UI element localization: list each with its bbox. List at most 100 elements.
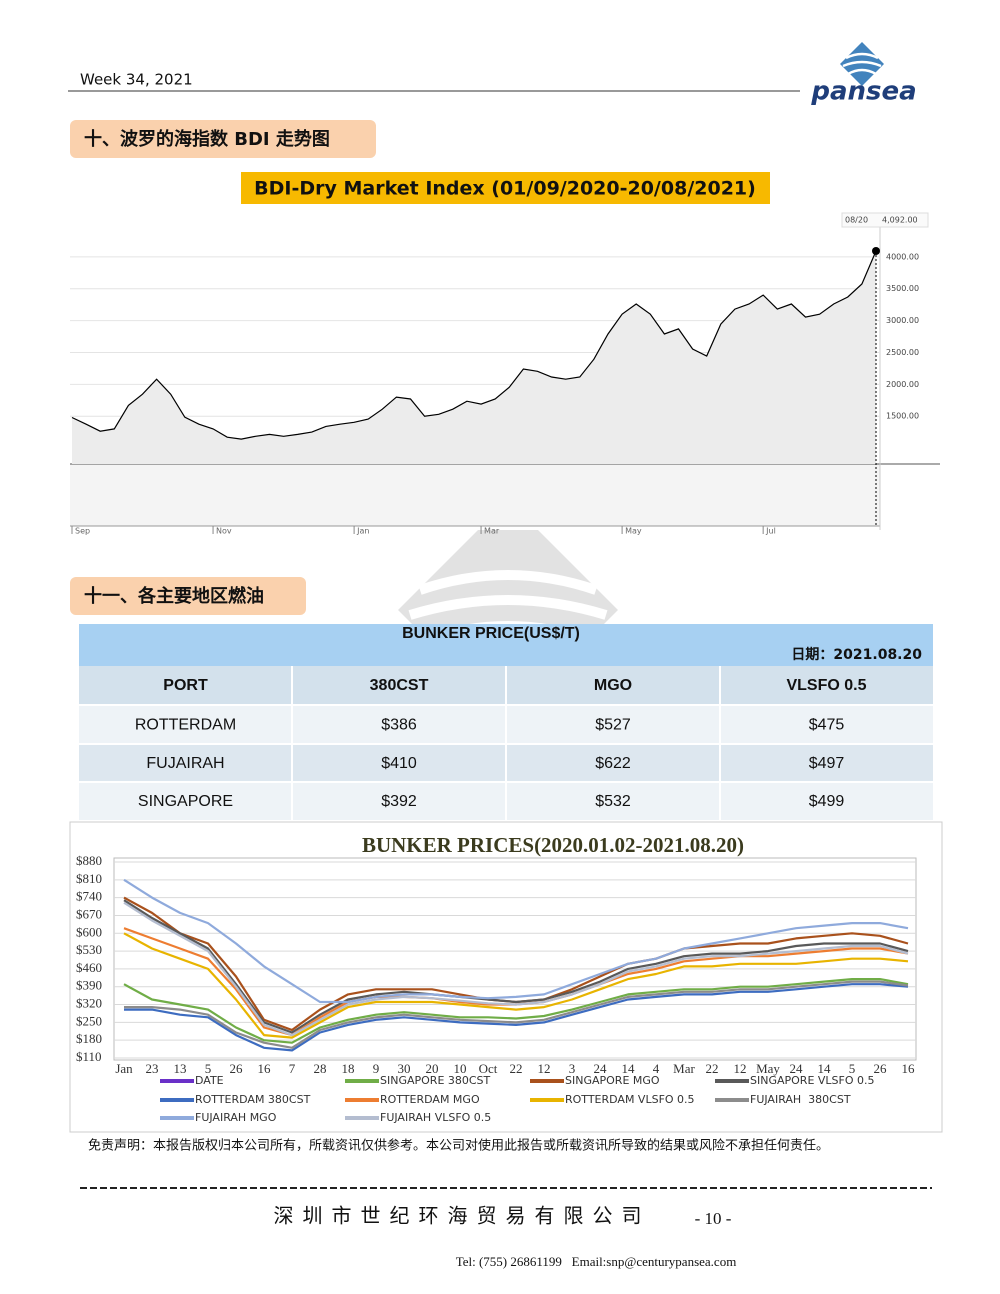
y-tick-label: $530 (76, 942, 102, 957)
table-cell: $622 (595, 755, 631, 772)
lower-panel (70, 464, 880, 526)
y-tick-label: $740 (76, 889, 102, 904)
series-line (123, 932, 909, 1039)
x-tick-label: 24 (790, 1061, 804, 1076)
end-value: 4,092.00 (882, 216, 918, 225)
x-tick-label: 18 (342, 1061, 355, 1076)
x-tick-label: 3 (569, 1061, 576, 1076)
area (72, 251, 876, 464)
x-tick-label: 22 (510, 1061, 523, 1076)
x-tick-label: 22 (706, 1061, 719, 1076)
disclaimer: 免责声明：本报告版权归本公司所有，所载资讯仅供参考。本公司对使用此报告或所载资讯… (88, 1138, 829, 1154)
table-cell: $386 (381, 717, 417, 734)
x-tick-label: 20 (426, 1061, 439, 1076)
series-line (123, 878, 909, 1004)
table-cell: $532 (595, 793, 631, 810)
bunker-chart: $110 $180 $250 $320 $390 $460 $530 $600 $670 $740… (76, 853, 917, 1124)
x-tick-label: Nov (216, 527, 232, 536)
x-tick-label: May (625, 527, 642, 536)
x-tick-label: Jan (115, 1061, 133, 1076)
table-cell: $499 (809, 793, 845, 810)
end-label-box (841, 212, 929, 228)
y-tick-label: $880 (76, 853, 102, 868)
logo-text: pansea (810, 77, 916, 107)
y-tick-label: 2500.00 (886, 348, 919, 357)
legend-label: ROTTERDAM VLSFO 0.5 (565, 1093, 695, 1106)
x-tick-label: 10 (454, 1061, 467, 1076)
x-tick-label: 13 (174, 1061, 187, 1076)
x-tick-label: 14 (818, 1061, 832, 1076)
contact: Tel: (755) 26861199 Email:snp@centurypan… (456, 1254, 737, 1269)
x-tick-label: 24 (594, 1061, 608, 1076)
end-date: 08/20 (845, 216, 868, 225)
x-tick-label: 12 (538, 1061, 551, 1076)
section-title: 十一、各主要地区燃油 (84, 585, 264, 607)
x-tick-label: May (756, 1061, 780, 1076)
section-box (70, 577, 306, 615)
series-line (124, 983, 909, 1052)
legend-label: SINGAPORE VLSFO 0.5 (750, 1074, 875, 1087)
chart-title: BDI-Dry Market Index (01/09/2020-20/08/2… (254, 178, 756, 200)
x-tick-label: 4 (653, 1061, 660, 1076)
x-tick-label: Oct (479, 1061, 498, 1076)
legend-label: FUJAIRAH 380CST (750, 1093, 851, 1106)
column-header: MGO (594, 677, 632, 694)
legend-label: DATE (195, 1074, 224, 1087)
x-tick-label: 30 (398, 1061, 411, 1076)
legend-label: ROTTERDAM 380CST (195, 1093, 311, 1106)
y-tick-label: $810 (76, 871, 102, 886)
x-tick-label: 5 (205, 1061, 212, 1076)
chart-title-box (241, 172, 770, 204)
y-tick-label: $250 (76, 1013, 102, 1028)
table-date: 日期：2021.08.20 (791, 647, 922, 663)
column-header: 380CST (370, 677, 429, 694)
series-line (123, 899, 909, 1034)
table-cell: $410 (381, 755, 417, 772)
bdi-chart: 1500.00 2000.00 2500.00 3000.00 3500.00 4000.… (70, 212, 940, 536)
x-tick-label: 26 (230, 1061, 244, 1076)
bdi-line (71, 250, 877, 440)
bunker-table: BUNKER PRICE(US$/T) 日期：2021.08.20 PORT 38… (79, 624, 933, 820)
legend-label: SINGAPORE MGO (565, 1074, 660, 1087)
column-header: PORT (163, 677, 208, 694)
legend-label: FUJAIRAH MGO (195, 1111, 277, 1124)
y-tick-label: 3000.00 (886, 316, 919, 325)
y-tick-label: $670 (76, 906, 102, 921)
legend-label: FUJAIRAH VLSFO 0.5 (380, 1111, 491, 1124)
y-tick-label: $390 (76, 978, 102, 993)
y-tick-label: $110 (76, 1049, 102, 1064)
x-tick-label: 16 (258, 1061, 272, 1076)
y-tick-label: 1500.00 (886, 412, 919, 421)
y-tick-label: 3500.00 (886, 284, 919, 293)
table-cell: $392 (381, 793, 417, 810)
x-tick-label: 5 (849, 1061, 856, 1076)
x-tick-label: 28 (314, 1061, 327, 1076)
section-title: 十、波罗的海指数 BDI 走势图 (84, 128, 330, 150)
y-tick-label: 4000.00 (886, 252, 919, 261)
table-cell: ROTTERDAM (135, 717, 236, 734)
chart-title: BUNKER PRICES(2020.01.02-2021.08.20) (362, 833, 744, 857)
table-cell: $475 (809, 717, 845, 734)
x-tick-label: Jul (765, 527, 776, 536)
x-tick-label: 23 (146, 1061, 159, 1076)
x-tick-label: 14 (622, 1061, 636, 1076)
series-line (123, 901, 909, 1037)
x-tick-label: Mar (673, 1061, 695, 1076)
table-cell: FUJAIRAH (146, 755, 224, 772)
series-line (124, 980, 909, 1049)
legend-label: ROTTERDAM MGO (380, 1093, 480, 1106)
logo: pansea (810, 42, 917, 107)
legend-label: SINGAPORE 380CST (380, 1074, 491, 1087)
y-tick-label: $320 (76, 996, 102, 1011)
table-cell: SINGAPORE (138, 793, 233, 810)
page-number: - 10 - (695, 1209, 732, 1228)
y-tick-label: $600 (76, 924, 102, 939)
week-label: Week 34, 2021 (80, 71, 193, 89)
column-header: VLSFO 0.5 (786, 677, 866, 694)
x-tick-label: 26 (874, 1061, 888, 1076)
x-tick-label: Sep (75, 527, 90, 536)
end-point (872, 247, 880, 256)
x-tick-label: 12 (734, 1061, 747, 1076)
